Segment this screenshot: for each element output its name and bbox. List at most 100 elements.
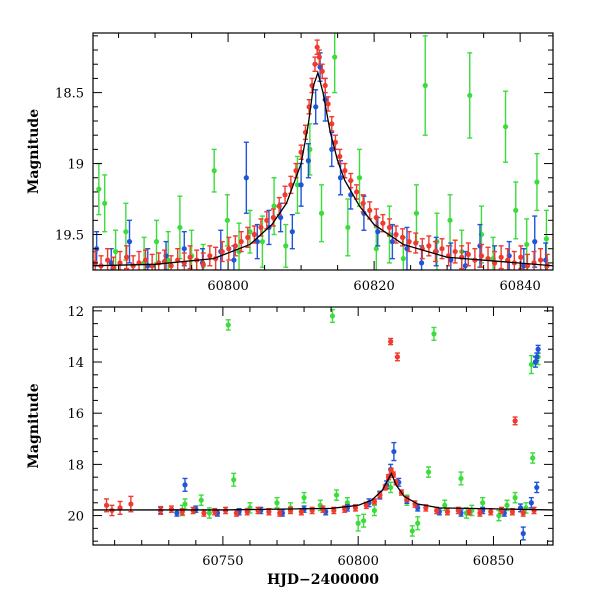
data-point xyxy=(532,356,539,368)
y-tick-label: 18 xyxy=(67,458,84,473)
data-point xyxy=(232,235,238,257)
data-point xyxy=(117,250,123,270)
data-point xyxy=(294,155,301,214)
data-point xyxy=(293,162,299,179)
data-point xyxy=(247,209,253,254)
data-point xyxy=(320,505,326,513)
data-point xyxy=(360,513,367,528)
data-point xyxy=(207,245,213,267)
data-point xyxy=(425,466,432,478)
data-point xyxy=(478,243,485,268)
data-point xyxy=(422,35,428,136)
data-point xyxy=(353,184,360,200)
data-point xyxy=(399,228,406,247)
data-point xyxy=(452,239,458,264)
data-point xyxy=(518,245,524,270)
x-tick-label: 60840 xyxy=(499,279,540,294)
data-point xyxy=(211,148,217,193)
data-point xyxy=(313,89,319,125)
data-point xyxy=(520,526,526,541)
top-panel: 60800 60820 60840 18.5 19 19.5 Magnitude xyxy=(26,32,554,294)
data-point xyxy=(512,491,518,504)
data-point xyxy=(128,495,134,513)
data-point xyxy=(206,507,212,519)
data-point xyxy=(282,185,288,204)
data-point xyxy=(142,249,149,270)
data-point xyxy=(394,352,401,362)
data-point xyxy=(513,181,519,240)
data-point xyxy=(277,509,283,517)
data-point xyxy=(289,213,295,250)
data-point xyxy=(502,90,509,163)
series-1 xyxy=(94,52,549,270)
data-point xyxy=(404,226,410,270)
y-tick-label: 14 xyxy=(67,356,84,371)
data-point xyxy=(455,506,461,515)
data-point xyxy=(458,471,464,486)
data-point xyxy=(388,337,394,346)
top-plot-frame xyxy=(92,32,554,271)
data-point xyxy=(391,441,397,462)
data-point xyxy=(322,77,328,94)
data-point xyxy=(123,202,129,261)
data-point xyxy=(251,225,257,244)
x-tick-label: 60820 xyxy=(353,279,394,294)
data-point xyxy=(182,477,188,492)
data-point xyxy=(465,242,471,267)
data-point xyxy=(187,245,193,270)
model-curve xyxy=(93,472,553,511)
data-point xyxy=(225,319,231,331)
data-point xyxy=(271,177,277,236)
y-tick-label: 19 xyxy=(67,158,84,173)
data-point xyxy=(512,416,518,426)
top-plot-area xyxy=(93,33,553,270)
data-point xyxy=(371,504,378,517)
data-point xyxy=(534,152,540,212)
data-point xyxy=(332,134,339,151)
data-point xyxy=(524,253,531,270)
y-tick-label: 19.5 xyxy=(55,229,84,244)
data-point xyxy=(258,218,264,237)
data-point xyxy=(355,514,361,532)
data-point xyxy=(102,174,108,233)
bottom-panel: 60750 60800 60850 12 14 16 18 20 Magnitude HJD−… xyxy=(26,305,554,588)
data-point xyxy=(388,481,394,494)
data-point xyxy=(222,506,229,515)
data-point xyxy=(319,63,325,80)
data-point xyxy=(413,232,419,254)
data-point xyxy=(305,142,311,179)
data-point xyxy=(498,245,504,270)
data-point xyxy=(105,248,111,270)
series-2 xyxy=(103,337,537,517)
bottom-tick-labels: 60750 60800 60850 12 14 16 18 20 xyxy=(67,305,514,569)
data-point xyxy=(528,354,534,375)
data-point xyxy=(415,516,421,531)
top-tick-labels: 60800 60820 60840 18.5 19 19.5 xyxy=(55,87,541,294)
data-point xyxy=(524,218,530,270)
data-point xyxy=(329,116,335,132)
bottom-ticks xyxy=(93,307,553,545)
data-point xyxy=(406,230,412,253)
x-tick-label: 60800 xyxy=(337,554,378,569)
data-point xyxy=(126,219,133,264)
bottom-plot-area xyxy=(93,308,553,541)
data-point xyxy=(532,215,538,268)
data-point xyxy=(283,223,289,268)
data-point xyxy=(301,491,307,504)
top-y-axis-label: Magnitude xyxy=(26,109,42,194)
data-point xyxy=(312,56,318,73)
data-point xyxy=(245,226,251,248)
data-point xyxy=(198,494,204,507)
data-point xyxy=(534,481,540,494)
bottom-x-axis-label: HJD−2400000 xyxy=(267,572,379,588)
y-tick-label: 16 xyxy=(67,407,84,422)
data-point xyxy=(409,525,415,537)
data-point xyxy=(117,500,123,515)
data-point xyxy=(259,215,265,268)
data-point xyxy=(521,248,527,270)
data-point xyxy=(467,52,473,139)
data-point xyxy=(337,160,344,196)
